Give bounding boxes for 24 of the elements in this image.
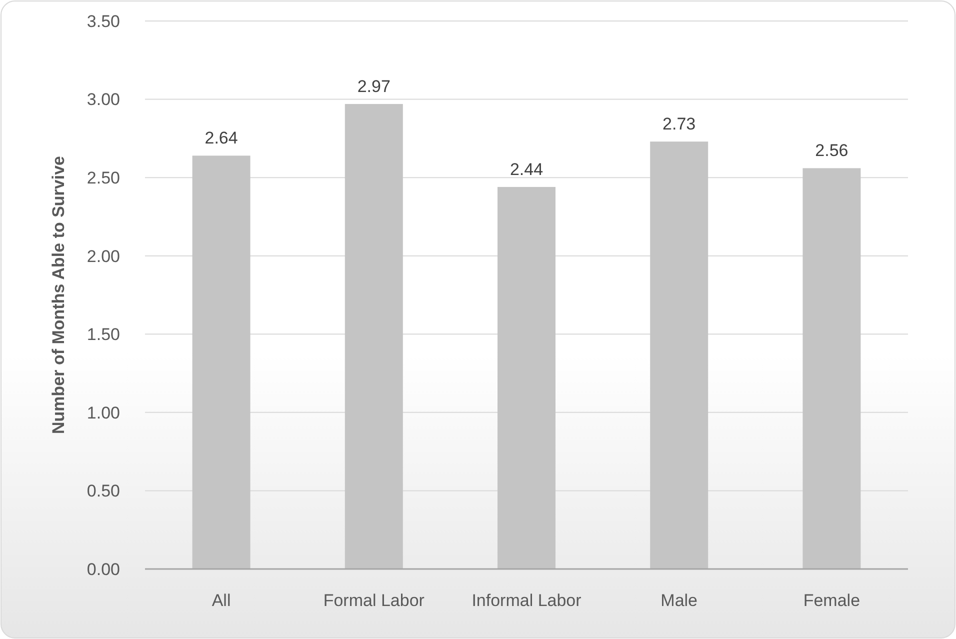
text: 3.50 (86, 12, 120, 31)
x-tick-label: Male (660, 591, 698, 610)
text: 2.00 (86, 246, 120, 266)
data-label: 2.56 (815, 141, 848, 160)
x-tick-label: Formal Labor (323, 591, 425, 610)
bar (498, 186, 556, 569)
x-tick-label: All (212, 591, 231, 610)
text: 0.50 (86, 482, 120, 501)
data-label: 2.73 (662, 114, 696, 134)
text: 2.50 (86, 168, 120, 188)
data-label: 2.64 (204, 128, 238, 148)
bar (802, 168, 861, 569)
text: 1.50 (86, 325, 120, 344)
data-label: 2.44 (510, 160, 544, 179)
bar (344, 104, 403, 569)
text: 3.00 (86, 90, 120, 110)
data-label: 2.97 (357, 76, 390, 96)
y-axis-title: Number of Months Able to Survive (49, 156, 68, 434)
text: 0.00 (86, 560, 120, 579)
x-tick-label: Female (803, 591, 860, 610)
bar (650, 142, 708, 569)
bar (192, 156, 250, 569)
x-tick-label: Informal Labor (472, 591, 582, 610)
text: 1.00 (86, 403, 120, 422)
